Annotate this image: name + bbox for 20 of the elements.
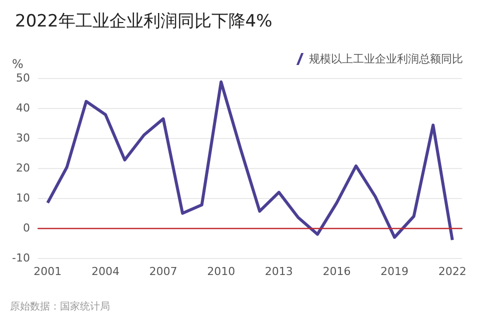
- line-series: [46, 80, 454, 242]
- x-tick-label: 2001: [34, 265, 62, 278]
- y-tick-label: 30: [16, 132, 30, 144]
- x-tick-label: 2016: [322, 265, 351, 278]
- x-tick-label: 2007: [149, 265, 178, 278]
- y-tick-label: 50: [16, 72, 30, 84]
- y-axis-title: %: [12, 57, 24, 71]
- x-tick-label: 2004: [91, 265, 120, 278]
- x-tick-label: 2010: [207, 265, 236, 278]
- text: 原始数据：国家统计局: [10, 300, 110, 312]
- x-tick-label: 2013: [264, 265, 293, 278]
- y-tick-label: 20: [16, 162, 30, 174]
- y-tick-label: 40: [16, 102, 30, 114]
- y-tick-label: 10: [16, 192, 30, 204]
- x-tick-label: 2019: [380, 265, 409, 278]
- y-tick-label: -10: [12, 252, 30, 264]
- legend-label: 规模以上工业企业利润总额同比: [309, 52, 463, 66]
- y-tick-label: 0: [23, 222, 30, 234]
- x-tick-label: 2022: [438, 265, 466, 278]
- chart-title: 2022年工业企业利润同比下降4%: [15, 12, 272, 32]
